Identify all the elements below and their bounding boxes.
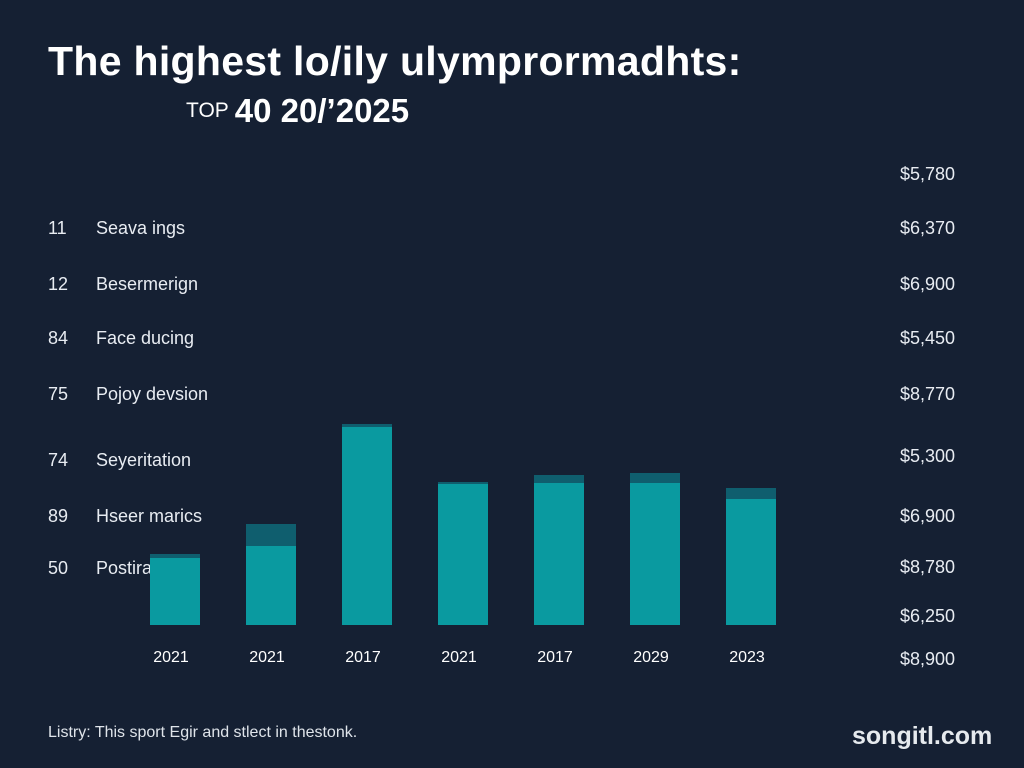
row-label: Hseer marics [96,506,203,526]
row-label: Seava ings [96,218,186,238]
brand-watermark: songitl.com [852,722,993,750]
bar [726,499,776,625]
value-lower: $6,250 [900,606,956,626]
row-rank: 12 [48,274,69,294]
bar-cap [438,482,488,484]
row-value: $8,770 [900,384,956,404]
row-rank: 50 [48,558,69,578]
row-rank: 11 [48,218,67,238]
footnote: Listry: This sport Egir and stlect in th… [48,724,358,741]
x-tick-label: 2021 [441,649,477,666]
row-rank: 89 [48,506,69,526]
bar-cap [726,488,776,499]
bar-group [150,424,776,625]
chart-subtitle: TOP 40 20/’2025 [186,92,409,130]
bar-cap [246,524,296,546]
subtitle-prefix: TOP [186,99,229,122]
x-tick-label: 2017 [345,649,381,666]
bar [150,558,200,625]
bar [534,483,584,625]
bar-cap [630,473,680,483]
x-tick-label: 2017 [537,649,573,666]
row-label: Pojoy devsion [96,384,209,404]
row-label: Seyeritation [96,450,192,470]
row-rank: 84 [48,328,69,348]
row-label: Besermerign [96,274,199,294]
value-bottom: $8,900 [900,649,956,669]
bar [438,484,488,625]
row-label: Postira [96,558,153,578]
row-label: Face ducing [96,328,195,348]
row-value: $6,900 [900,506,956,526]
bar-cap [342,424,392,427]
row-rank: 74 [48,450,69,470]
subtitle-main: 40 20/’2025 [234,92,410,129]
row-value: $6,370 [900,218,956,238]
chart-title: The highest lo/ily ulymprormadhts: [48,38,742,84]
bar [630,483,680,625]
x-tick-label: 2023 [729,649,765,666]
bar [246,546,296,625]
value-top: $5,780 [900,164,956,184]
row-value: $6,900 [900,274,956,294]
row-rank: 75 [48,384,69,404]
bar-cap [534,475,584,483]
row-value: $5,450 [900,328,956,348]
row-value: $8,780 [900,557,956,577]
x-tick-label: 2029 [633,649,669,666]
x-tick-label: 2021 [249,649,285,666]
x-axis-ticks: 2021 2021 2017 2021 2017 2029 2023 [153,649,765,666]
bar [342,427,392,625]
x-tick-label: 2021 [153,649,189,666]
bar-cap [150,554,200,558]
row-value: $5,300 [900,446,956,466]
